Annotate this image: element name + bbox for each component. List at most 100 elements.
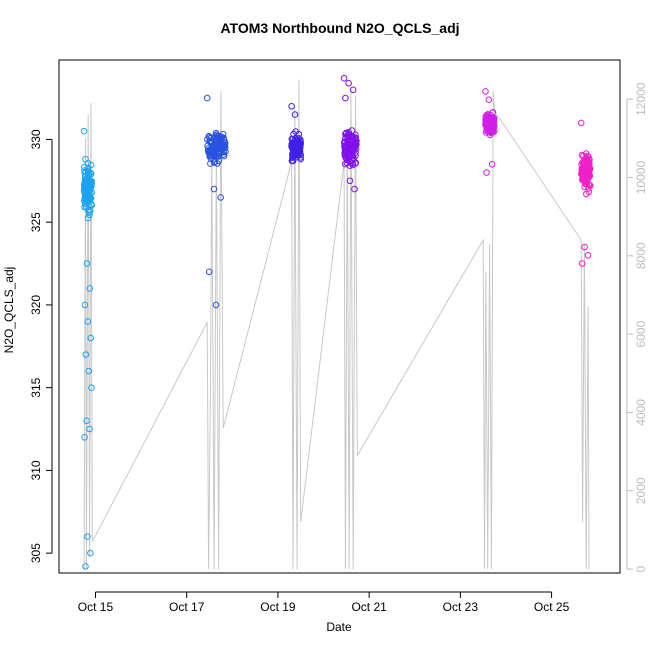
x-axis: Oct 15 Oct 17 Oct 19 Oct 21 Oct 23 Oct 25: [78, 591, 570, 614]
data-point: [87, 161, 95, 169]
secondary-y-axis: 0 2000 4000 6000 8000 10000 12000: [626, 82, 648, 572]
data-point: [346, 177, 354, 185]
secondary-y-tick-label: 0: [634, 565, 648, 572]
data-point: [577, 119, 585, 127]
data-point: [344, 155, 352, 162]
data-point: [210, 159, 218, 166]
data-point: [486, 127, 493, 135]
flight-series-6: [577, 119, 594, 267]
data-point: [297, 141, 304, 148]
data-point: [86, 197, 93, 205]
data-point: [349, 140, 357, 147]
data-point: [81, 167, 88, 174]
data-point: [209, 139, 216, 146]
data-point: [297, 155, 304, 163]
data-point: [483, 169, 490, 176]
data-point: [80, 127, 88, 135]
x-axis-label: Date: [326, 620, 352, 634]
flight-series-4: [340, 74, 360, 193]
data-point: [352, 152, 359, 159]
data-point: [584, 175, 591, 183]
data-point: [204, 136, 211, 143]
data-point: [289, 154, 296, 161]
data-point: [351, 185, 358, 193]
data-point: [581, 183, 588, 191]
data-point: [341, 139, 348, 146]
data-point: [348, 156, 356, 164]
data-point: [484, 120, 492, 127]
data-point: [342, 160, 349, 168]
data-point: [84, 160, 92, 167]
data-point: [81, 434, 88, 441]
data-point: [291, 111, 299, 118]
secondary-y-tick-label: 10000: [634, 160, 648, 194]
data-point: [290, 130, 297, 138]
y-axis: 305 310 315 320 325 330: [29, 129, 53, 563]
data-point: [84, 318, 92, 325]
data-point: [87, 334, 94, 342]
secondary-y-tick-label: 6000: [634, 320, 648, 347]
data-point: [84, 168, 92, 176]
data-point: [216, 144, 224, 152]
data-point: [349, 143, 356, 150]
x-tick-label: Oct 25: [534, 600, 570, 614]
data-point: [205, 268, 213, 276]
data-point: [82, 186, 89, 194]
y-tick-label: 325: [29, 212, 43, 232]
data-point: [342, 94, 349, 102]
data-point: [82, 351, 90, 358]
flight-series-3: [288, 103, 305, 165]
y-tick-label: 310: [29, 460, 43, 480]
data-point: [349, 86, 357, 94]
data-point: [81, 203, 88, 211]
data-point: [581, 169, 589, 177]
data-point: [217, 194, 224, 201]
data-point: [86, 285, 94, 292]
data-point: [488, 161, 496, 168]
data-point: [288, 157, 296, 165]
data-point: [85, 367, 92, 375]
data-point: [346, 162, 354, 169]
data-point: [482, 88, 489, 95]
data-point: [578, 260, 586, 267]
data-point: [87, 207, 94, 214]
data-point: [83, 417, 90, 425]
y-tick-label: 320: [29, 295, 43, 315]
data-point: [84, 533, 91, 540]
flight-series-1: [80, 127, 95, 570]
data-point: [203, 94, 211, 102]
data-point: [206, 134, 213, 141]
data-point: [84, 214, 92, 222]
data-point: [83, 197, 90, 205]
data-point: [288, 103, 295, 110]
data-point: [80, 187, 88, 195]
data-point: [212, 301, 220, 309]
data-point: [210, 152, 217, 160]
data-point: [83, 260, 91, 267]
data-point: [585, 164, 592, 171]
data-point: [290, 141, 297, 149]
data-point: [345, 151, 352, 159]
data-point: [210, 185, 218, 193]
data-point: [86, 425, 93, 433]
y-tick-label: 305: [29, 543, 43, 563]
plot-frame: [58, 59, 621, 574]
data-point: [81, 163, 88, 171]
data-point: [585, 188, 593, 196]
data-point: [487, 126, 494, 133]
data-point: [82, 563, 89, 570]
secondary-y-tick-label: 4000: [634, 399, 648, 426]
flight-series-5: [482, 88, 498, 176]
data-point: [81, 301, 89, 309]
x-tick-label: Oct 23: [443, 600, 479, 614]
x-tick-label: Oct 19: [260, 600, 296, 614]
secondary-y-tick-label: 12000: [634, 82, 648, 116]
data-point: [346, 133, 354, 141]
data-point: [216, 149, 223, 157]
flight-series-2: [203, 94, 229, 309]
data-point: [348, 127, 356, 134]
secondary-y-tick-label: 8000: [634, 242, 648, 269]
data-point: [86, 211, 93, 219]
data-point: [340, 74, 348, 82]
